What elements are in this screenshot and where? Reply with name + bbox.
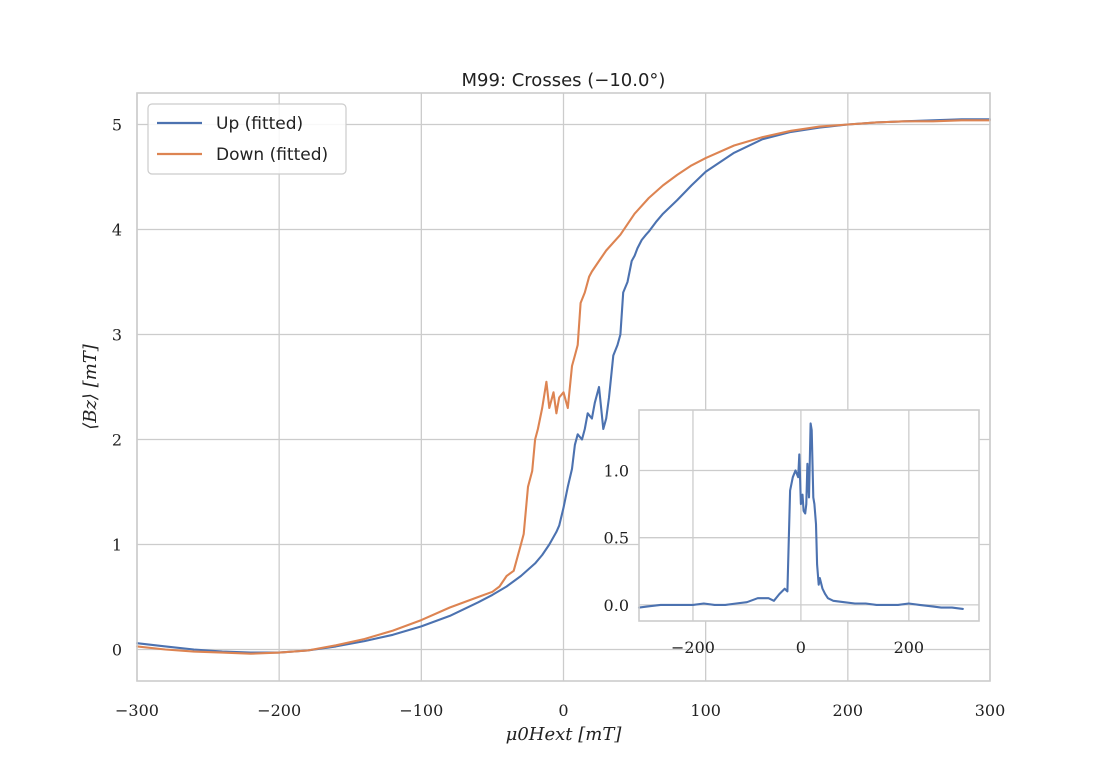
legend-label-up: Up (fitted): [216, 114, 303, 134]
main-y-tick-label: 2: [112, 431, 122, 450]
inset-plot: −200 0 200 0.0 0.5 1.0: [604, 409, 980, 657]
main-series-group: [135, 118, 992, 655]
main-y-tick-labels: 0 1 2 3 4 5: [112, 116, 122, 660]
main-x-tick-label: 200: [833, 701, 864, 720]
x-axis-label: μ0Hext [mT]: [506, 724, 623, 745]
inset-y-tick-label: 0.5: [604, 529, 629, 548]
main-y-tick-label: 3: [112, 326, 122, 345]
inset-x-tick-labels: −200 0 200: [671, 638, 924, 657]
main-x-tick-label: −200: [257, 701, 301, 720]
main-x-tick-label: 100: [690, 701, 721, 720]
inset-series-group: [637, 422, 964, 610]
inset-y-tick-label: 0.0: [604, 596, 629, 615]
y-axis-label: ⟨Bz⟩ [mT]: [80, 343, 101, 430]
inset-x-tick-label: 0: [796, 638, 806, 657]
main-y-tick-label: 0: [112, 641, 122, 660]
inset-y-tick-labels: 0.0 0.5 1.0: [604, 461, 629, 614]
inset-x-tick-label: −200: [671, 638, 715, 657]
chart-title: M99: Crosses (−10.0°): [462, 70, 666, 91]
main-series-line-0: [135, 118, 992, 654]
main-series-line-1: [135, 119, 992, 655]
inset-x-tick-label: 200: [894, 638, 925, 657]
inset-y-tick-label: 1.0: [604, 461, 629, 480]
main-y-tick-label: 4: [112, 221, 122, 240]
legend-label-down: Down (fitted): [216, 145, 328, 165]
main-x-tick-label: 300: [975, 701, 1006, 720]
main-plot-frame: [136, 92, 991, 682]
inset-plot-frame: [638, 409, 980, 622]
main-x-tick-label: −100: [399, 701, 443, 720]
legend: Up (fitted) Down (fitted): [147, 103, 347, 175]
inset-series-line-0: [637, 422, 964, 610]
main-x-tick-label: −300: [115, 701, 159, 720]
main-y-tick-label: 5: [112, 116, 122, 135]
inset-plot-background: [639, 410, 979, 621]
main-x-tick-label: 0: [558, 701, 568, 720]
legend-box: [147, 103, 347, 175]
main-x-tick-labels: −300 −200 −100 0 100 200 300: [115, 701, 1005, 720]
main-y-tick-label: 1: [112, 536, 122, 555]
